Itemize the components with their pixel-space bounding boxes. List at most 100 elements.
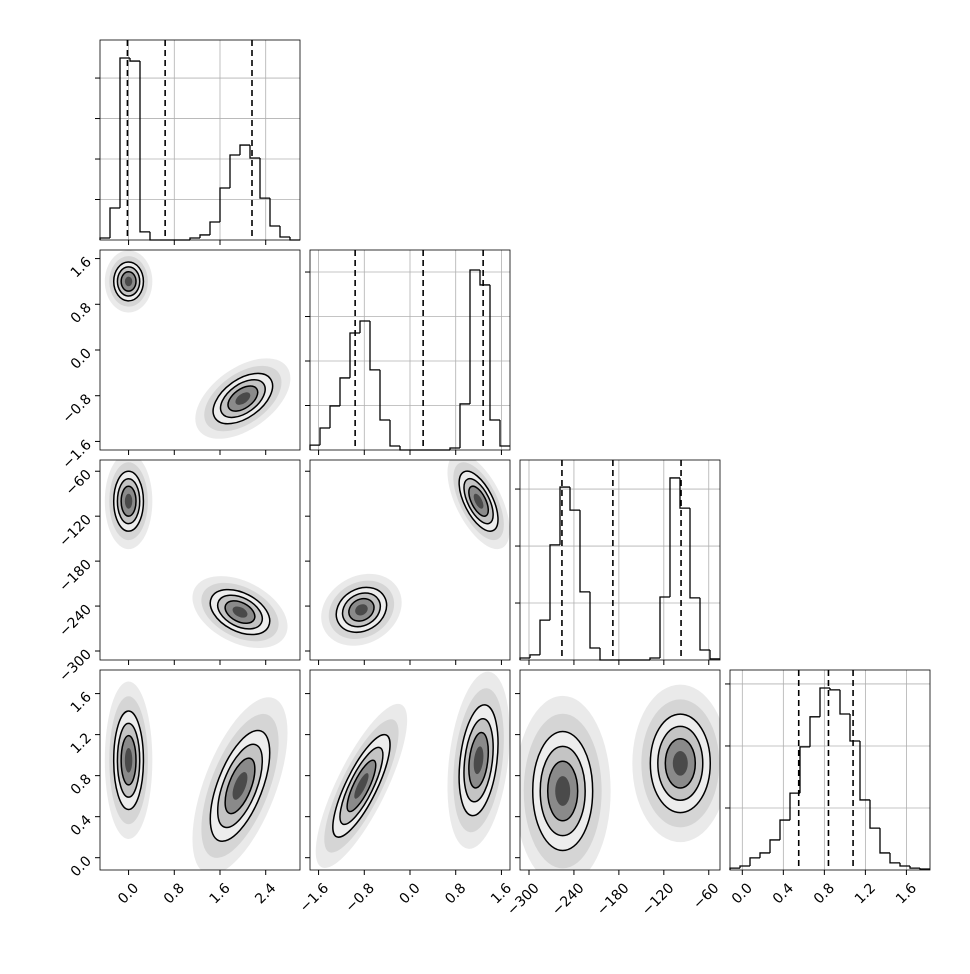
contour (124, 276, 133, 287)
panel-frame (309, 249, 511, 451)
x-tick-label: −0.8 (343, 880, 378, 915)
contour (473, 746, 484, 775)
histogram-step (799, 746, 810, 794)
density-content (315, 671, 510, 868)
histogram-step (919, 868, 930, 870)
x-tick-label: 1.6 (207, 880, 234, 907)
density-panel: −300−240−180−120−60 (56, 459, 301, 685)
histogram-step (689, 508, 700, 599)
x-tick-label: 0.0 (729, 880, 756, 907)
histogram-step (389, 419, 400, 447)
histogram-step (289, 236, 300, 241)
histogram-step (239, 144, 250, 155)
x-tick-label: 2.4 (252, 880, 279, 907)
histogram-step (819, 687, 830, 717)
contour (124, 493, 133, 509)
histogram-step (709, 650, 720, 660)
histogram-step (789, 792, 800, 821)
y-tick-label: 0.0 (68, 346, 95, 373)
histogram-step (889, 852, 900, 864)
histogram-step (749, 857, 760, 866)
contour (354, 773, 369, 799)
x-tick-label: 0.4 (770, 880, 797, 907)
histogram-step (679, 477, 690, 509)
x-tick-label: −180 (594, 880, 633, 919)
histogram-step (119, 57, 130, 209)
y-tick-label: −180 (56, 557, 95, 596)
histogram-step (469, 269, 480, 404)
histogram-step (569, 487, 580, 511)
contour (124, 747, 133, 773)
x-tick-label: 1.2 (852, 880, 879, 907)
histogram-step (109, 207, 120, 238)
density-panel: 0.0 0.4 0.8 1.2 1.6 0.0 0.8 1.6 2.4 (68, 669, 301, 907)
histogram-step (259, 158, 270, 199)
panel-frame (99, 249, 301, 451)
y-tick-label: −60 (63, 467, 95, 499)
x-tick-label: −300 (504, 880, 543, 919)
contour (672, 751, 688, 776)
histogram-step (599, 648, 610, 661)
histogram-step (149, 231, 160, 241)
histogram-step (189, 237, 200, 240)
histogram-step (379, 369, 390, 421)
y-tick-label: −1.6 (59, 437, 94, 472)
histogram-step (219, 187, 230, 222)
histogram-step (579, 510, 590, 593)
y-tick-label: 1.6 (68, 689, 95, 716)
density-panel (305, 459, 511, 665)
histogram-step (229, 154, 240, 188)
histogram-step (549, 544, 560, 621)
histogram-step (249, 145, 260, 159)
panel-frame (309, 459, 511, 661)
density-content (520, 684, 720, 870)
contour (232, 606, 248, 618)
x-tick-label: −60 (690, 880, 722, 912)
density-panel: −300−240−180−120−60 (504, 669, 722, 919)
histogram-step (769, 839, 780, 853)
density-panel: −1.6 −0.8 0.0 0.8 1.6 (59, 249, 301, 472)
histogram-step (839, 689, 850, 715)
panel-frame (729, 669, 931, 871)
histogram-step (859, 741, 870, 801)
y-tick-label: 0.4 (68, 812, 95, 839)
histogram-step (669, 477, 680, 598)
x-tick-label: −240 (549, 880, 588, 919)
x-tick-label: 0.8 (811, 880, 838, 907)
x-tick-label: 0.8 (161, 880, 188, 907)
x-tick-label: −1.6 (297, 880, 332, 915)
contour (473, 493, 484, 509)
histogram-step (209, 221, 220, 235)
histogram-step (759, 852, 770, 858)
panel-frame (519, 459, 721, 661)
histogram-step (739, 865, 750, 869)
panel-frame (99, 39, 301, 241)
histogram-step (909, 865, 920, 869)
histogram-step (699, 597, 710, 651)
histogram-step (589, 591, 600, 649)
histogram-step (279, 226, 290, 238)
histogram-step (329, 405, 340, 428)
histogram-step (879, 828, 890, 854)
y-tick-label: 0.8 (68, 771, 95, 798)
histogram-step (779, 819, 790, 840)
x-tick-label: 0.0 (115, 880, 142, 907)
histogram-step (849, 714, 860, 742)
histogram-panel: 0.0 0.4 0.8 1.2 1.6 (725, 669, 931, 907)
y-tick-label: 1.2 (68, 730, 95, 757)
histogram-step (399, 445, 410, 451)
histogram-step (339, 377, 350, 406)
density-content (104, 460, 288, 649)
histogram-step (539, 619, 550, 655)
y-tick-label: 0.8 (68, 300, 95, 327)
histogram-step (369, 320, 380, 371)
y-tick-label: −240 (56, 602, 95, 641)
density-content (104, 250, 291, 439)
histogram-step (319, 427, 330, 446)
histogram-step (809, 716, 820, 747)
histogram-step (479, 270, 490, 286)
histogram-step (459, 403, 470, 448)
panel-frame (99, 669, 301, 871)
y-tick-label: 1.6 (68, 254, 95, 281)
